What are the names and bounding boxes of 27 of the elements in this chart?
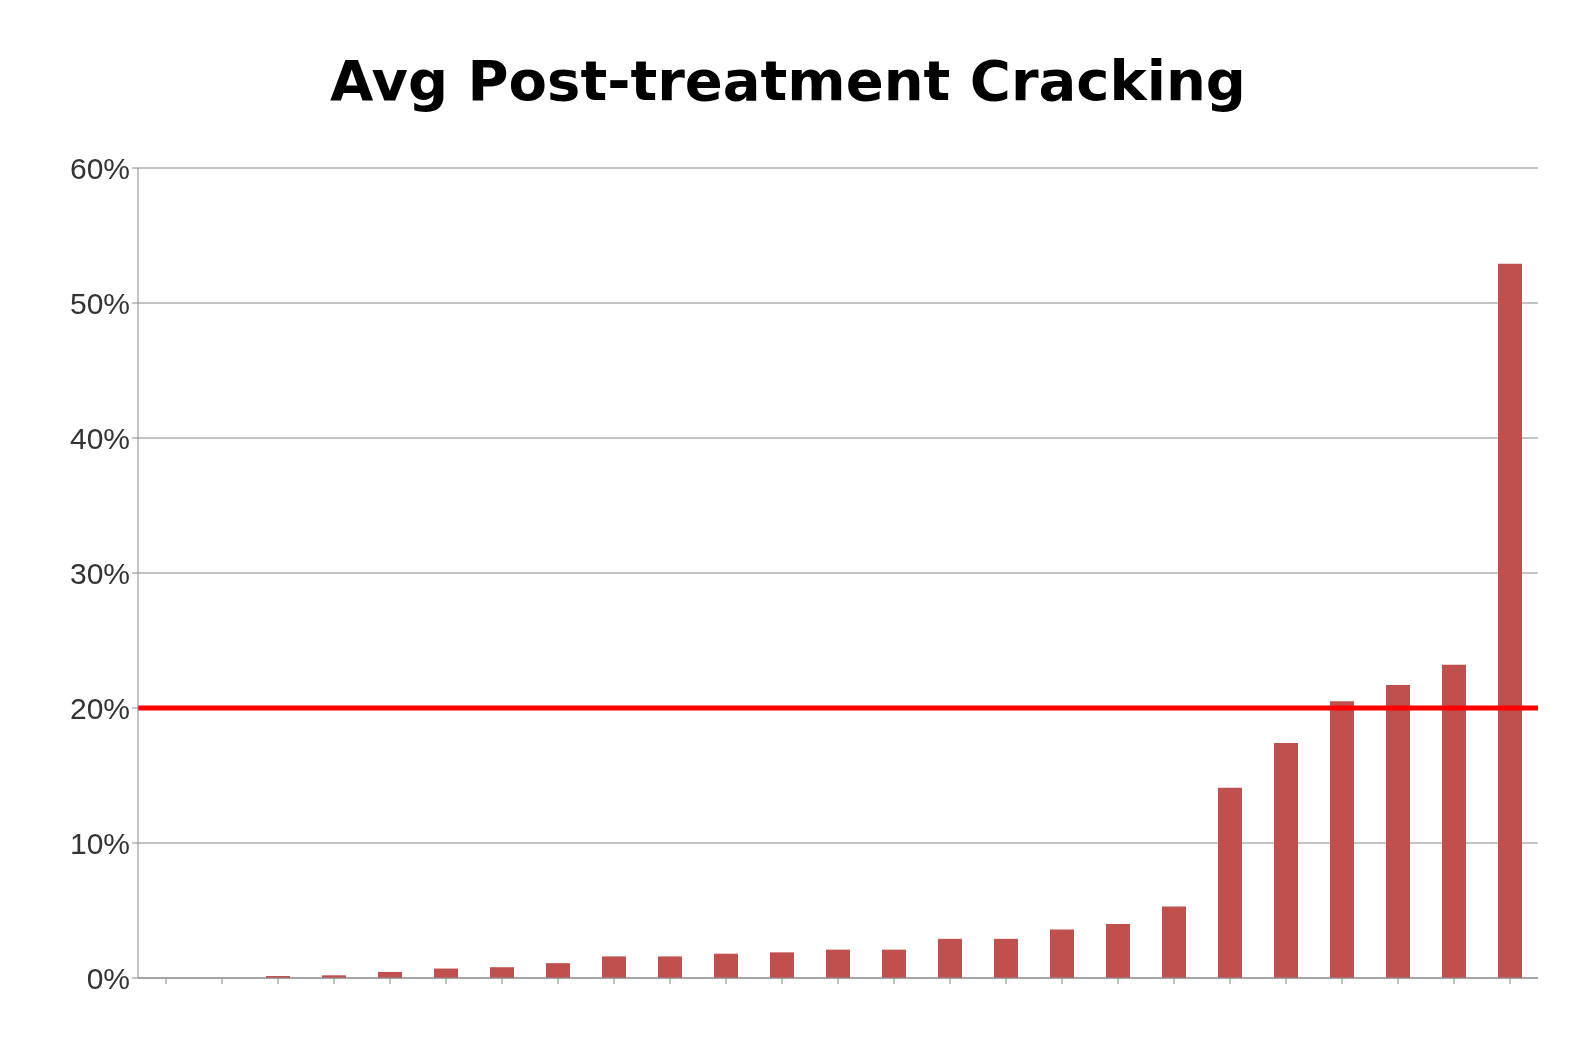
y-tick-label: 10%: [69, 826, 130, 860]
y-tick-label: 50%: [69, 286, 130, 320]
bar: [1106, 924, 1130, 978]
y-tick-label: 60%: [69, 151, 130, 185]
y-tick-label: 20%: [69, 691, 130, 725]
bar: [602, 956, 626, 978]
bar: [1162, 906, 1186, 978]
bar: [1498, 263, 1522, 978]
bar: [938, 938, 962, 978]
bar: [770, 952, 794, 978]
bar: [1050, 929, 1074, 978]
bar: [826, 949, 850, 978]
bar: [1442, 664, 1466, 978]
y-tick-label: 30%: [69, 556, 130, 590]
bar: [658, 956, 682, 978]
bar: [1218, 787, 1242, 978]
bar: [714, 953, 738, 978]
bar: [546, 963, 570, 978]
y-tick-label: 0%: [86, 961, 130, 995]
y-tick-label: 40%: [69, 421, 130, 455]
bar: [994, 938, 1018, 978]
bar: [490, 967, 514, 978]
chart-title: Avg Post-treatment Cracking: [329, 47, 1247, 115]
bar: [1386, 685, 1410, 978]
bar: [1274, 743, 1298, 978]
bar: [882, 949, 906, 978]
bar: [1330, 701, 1354, 978]
